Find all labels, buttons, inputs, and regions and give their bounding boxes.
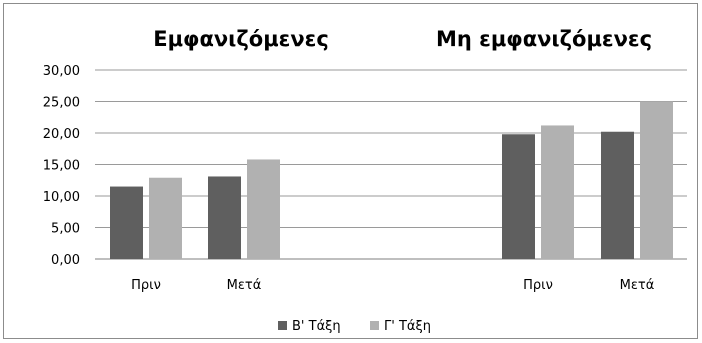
- category-label: Πριν: [131, 278, 161, 293]
- bar: [110, 186, 143, 259]
- legend-swatch: [278, 321, 287, 330]
- y-tick-label: 15,00: [43, 159, 80, 174]
- legend: Β' Τάξη Γ' Τάξη: [278, 319, 431, 334]
- legend-label: Γ' Τάξη: [384, 319, 431, 334]
- bar: [541, 125, 574, 259]
- bars: [110, 101, 673, 259]
- group-title: Εμφανιζόμενες: [153, 27, 329, 51]
- category-labels: Πριν Μετά Πριν Μετά: [131, 278, 654, 293]
- y-tick-label: 0,00: [51, 253, 80, 268]
- y-tick-label: 10,00: [43, 190, 80, 205]
- y-tick-label: 5,00: [51, 222, 80, 237]
- category-label: Μετά: [227, 278, 262, 293]
- bar: [640, 101, 673, 259]
- gridlines: [95, 69, 687, 260]
- category-label: Πριν: [523, 278, 553, 293]
- y-axis-ticks: 0,00 5,00 10,00 15,00 20,00 25,00 30,00: [43, 64, 80, 268]
- group-title: Μη εμφανιζόμενες: [436, 27, 652, 51]
- legend-swatch: [370, 321, 379, 330]
- bar: [208, 176, 241, 259]
- y-tick-label: 20,00: [43, 127, 80, 142]
- y-tick-label: 25,00: [43, 96, 80, 111]
- group-titles: Εμφανιζόμενες Μη εμφανιζόμενες: [153, 27, 652, 51]
- bar: [502, 134, 535, 259]
- y-tick-label: 30,00: [43, 64, 80, 79]
- bar: [247, 159, 280, 259]
- bar: [601, 131, 634, 259]
- category-label: Μετά: [620, 278, 655, 293]
- chart-frame: [3, 3, 698, 339]
- bar: [149, 177, 182, 259]
- legend-label: Β' Τάξη: [292, 319, 341, 334]
